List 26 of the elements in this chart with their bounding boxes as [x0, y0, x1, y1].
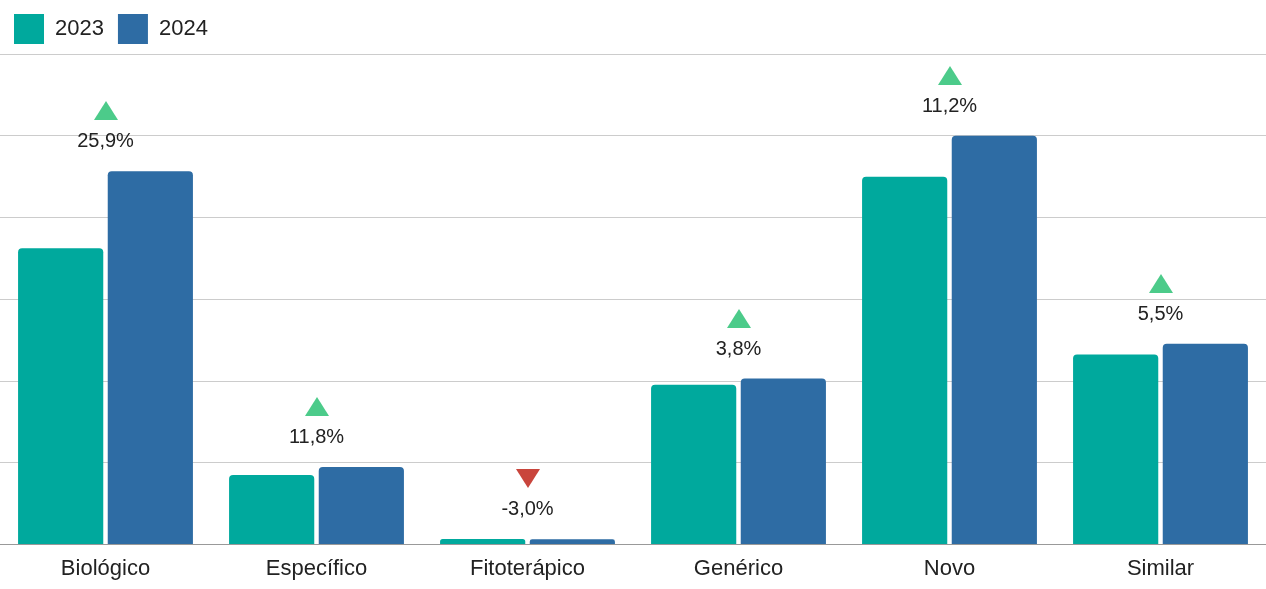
bar: [862, 176, 948, 545]
text: 11,2%: [921, 93, 978, 116]
x-tick-label: Genérico: [693, 554, 784, 580]
bar: [651, 384, 737, 545]
bar: [107, 171, 193, 545]
x-tick-label: Biológico: [60, 554, 151, 580]
bar: [740, 378, 826, 545]
bar: [440, 538, 526, 545]
bar: [229, 475, 315, 545]
bar: [1162, 343, 1248, 545]
bar: [1073, 354, 1159, 545]
legend-label: 2024: [158, 15, 208, 41]
x-tick-label: Novo: [923, 554, 976, 580]
annotation: 11,8%: [288, 424, 345, 447]
annotation: -3,0%: [501, 496, 554, 519]
bar: [529, 539, 615, 545]
annotation: 5,5%: [1137, 301, 1184, 324]
bar: [318, 466, 404, 545]
bar: [951, 135, 1037, 545]
legend-label: 2023: [55, 15, 104, 41]
annotation: 25,9%: [77, 129, 135, 152]
x-tick-label: Fitoterápico: [470, 554, 585, 580]
x-tick-label: Similar: [1126, 554, 1195, 580]
x-tick-label: Específico: [265, 554, 368, 580]
annotation: 3,8%: [715, 336, 762, 359]
bar: [18, 248, 104, 545]
